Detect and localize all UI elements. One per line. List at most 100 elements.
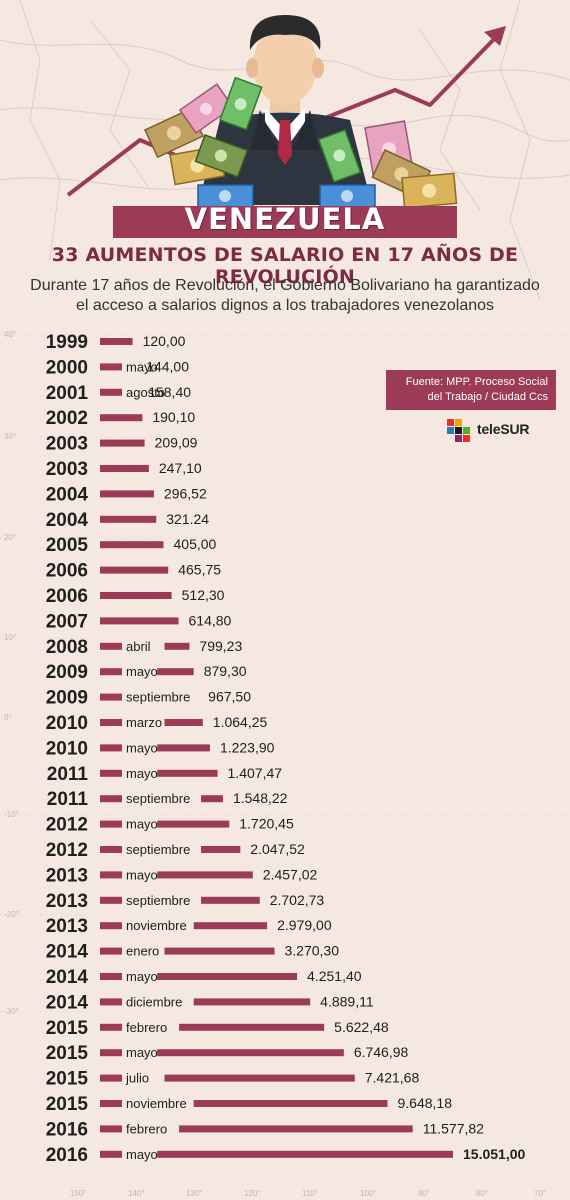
value-label: 247,10: [159, 460, 202, 476]
month-label: julio: [125, 1071, 149, 1086]
value-label: 190,10: [152, 409, 195, 425]
year-label: 2015: [46, 1043, 89, 1064]
month-label: abril: [126, 639, 151, 654]
month-label-bg: [122, 1094, 194, 1112]
year-label: 2000: [46, 357, 88, 378]
month-label-bg: [122, 1068, 165, 1087]
month-label: mayo: [126, 817, 158, 832]
year-label: 2009: [46, 688, 88, 709]
salary-bar: [100, 515, 157, 523]
year-label: 2015: [46, 1069, 89, 1090]
month-label-bg: [122, 1043, 158, 1062]
map-longitude-label: 100°: [360, 1189, 377, 1198]
year-label: 2005: [46, 535, 89, 556]
country-title: VENEZUELA: [184, 202, 386, 236]
year-label: 2012: [46, 815, 88, 836]
salary-bar: [100, 592, 172, 599]
salary-bar: [100, 617, 179, 625]
year-label: 2003: [46, 459, 88, 480]
month-label-bg: [122, 941, 165, 960]
salary-bar: [100, 998, 311, 1006]
month-label: febrero: [126, 1121, 167, 1136]
year-label: 2013: [46, 865, 88, 886]
salary-bar: [100, 820, 230, 828]
year-label: 2011: [47, 789, 89, 810]
value-label: 799,23: [199, 638, 242, 654]
year-label: 2011: [47, 764, 89, 785]
salary-bar: [100, 490, 154, 498]
month-label-bg: [122, 713, 165, 731]
value-label: 120,00: [143, 333, 186, 349]
year-label: 2006: [46, 561, 88, 582]
salary-bar: [100, 414, 143, 422]
month-label-bg: [122, 916, 194, 935]
month-label: mayo: [126, 1045, 158, 1060]
value-label: 4.251,40: [307, 968, 362, 984]
map-latitude-label: 40°: [4, 330, 16, 339]
value-label: 2.702,73: [270, 892, 325, 908]
map-latitude-label: 20°: [4, 533, 16, 542]
value-label: 2.979,00: [277, 917, 332, 933]
value-label: 296,52: [164, 485, 207, 501]
month-label-bg: [122, 687, 201, 706]
year-label: 2001: [46, 383, 89, 404]
month-label: mayo: [126, 664, 158, 679]
salary-bar: [100, 439, 145, 447]
month-label-bg: [122, 763, 158, 782]
month-label: febrero: [126, 1020, 167, 1035]
month-label: noviembre: [126, 918, 187, 933]
value-label: 9.648,18: [397, 1095, 452, 1111]
month-label-bg: [122, 814, 158, 833]
month-label-bg: [122, 967, 158, 985]
month-label: marzo: [126, 715, 162, 730]
year-label: 2015: [46, 1018, 89, 1039]
salary-bar: [100, 1023, 325, 1031]
salary-bar: [100, 973, 298, 980]
month-label: agosto: [126, 385, 165, 400]
salary-bar: [100, 338, 133, 345]
salary-bar: [100, 947, 275, 955]
value-label: 3.270,30: [285, 943, 340, 959]
title-banner: [113, 206, 457, 238]
map-latitude-label: -20°: [4, 910, 19, 919]
map-longitude-label: 70°: [534, 1189, 546, 1198]
salary-bar: [100, 541, 164, 549]
salary-bar: [100, 1049, 344, 1057]
map-longitude-label: 110°: [302, 1189, 318, 1198]
description-line-2: el acceso a salarios dignos a los trabaj…: [75, 297, 495, 314]
month-label-bg: [122, 738, 158, 757]
value-label: 209,09: [155, 435, 198, 451]
month-label-bg: [122, 662, 158, 681]
salary-bar: [100, 363, 137, 371]
telesur-logo-icon: [447, 419, 470, 442]
year-label: 2002: [46, 408, 88, 429]
value-label: 1.223,90: [220, 739, 275, 755]
value-label: 512,30: [182, 587, 225, 603]
year-label: 2004: [46, 510, 89, 531]
value-label: 5.622,48: [334, 1019, 389, 1035]
month-label-bg: [122, 865, 158, 884]
page-subtitle: 33 AUMENTOS DE SALARIO EN 17 AÑOS DE REV…: [51, 244, 519, 288]
year-label: 2013: [46, 891, 88, 912]
value-label: 321.24: [166, 511, 209, 527]
map-latitude-label: 10°: [4, 633, 16, 642]
worker-with-money-illustration: [144, 15, 458, 209]
brand-name: teleSUR: [477, 421, 530, 437]
map-longitude-label: 90°: [418, 1189, 430, 1198]
year-label: 2006: [46, 586, 88, 607]
map-longitude-label: 140°: [128, 1189, 145, 1198]
map-longitude-label: 150°: [70, 1189, 87, 1198]
month-label-bg: [122, 1017, 180, 1036]
year-label: 2014: [46, 992, 89, 1013]
map-latitude-label: 0°: [4, 713, 12, 722]
source-line-2: del Trabajo / Ciudad Ccs: [427, 391, 548, 403]
year-label: 2013: [46, 916, 88, 937]
month-label: mayo: [126, 867, 158, 882]
value-label: 7.421,68: [365, 1070, 420, 1086]
month-label-bg: [122, 992, 194, 1011]
value-label: 879,30: [204, 663, 247, 679]
salary-bar: [100, 465, 149, 472]
value-label: 614,80: [189, 612, 232, 628]
